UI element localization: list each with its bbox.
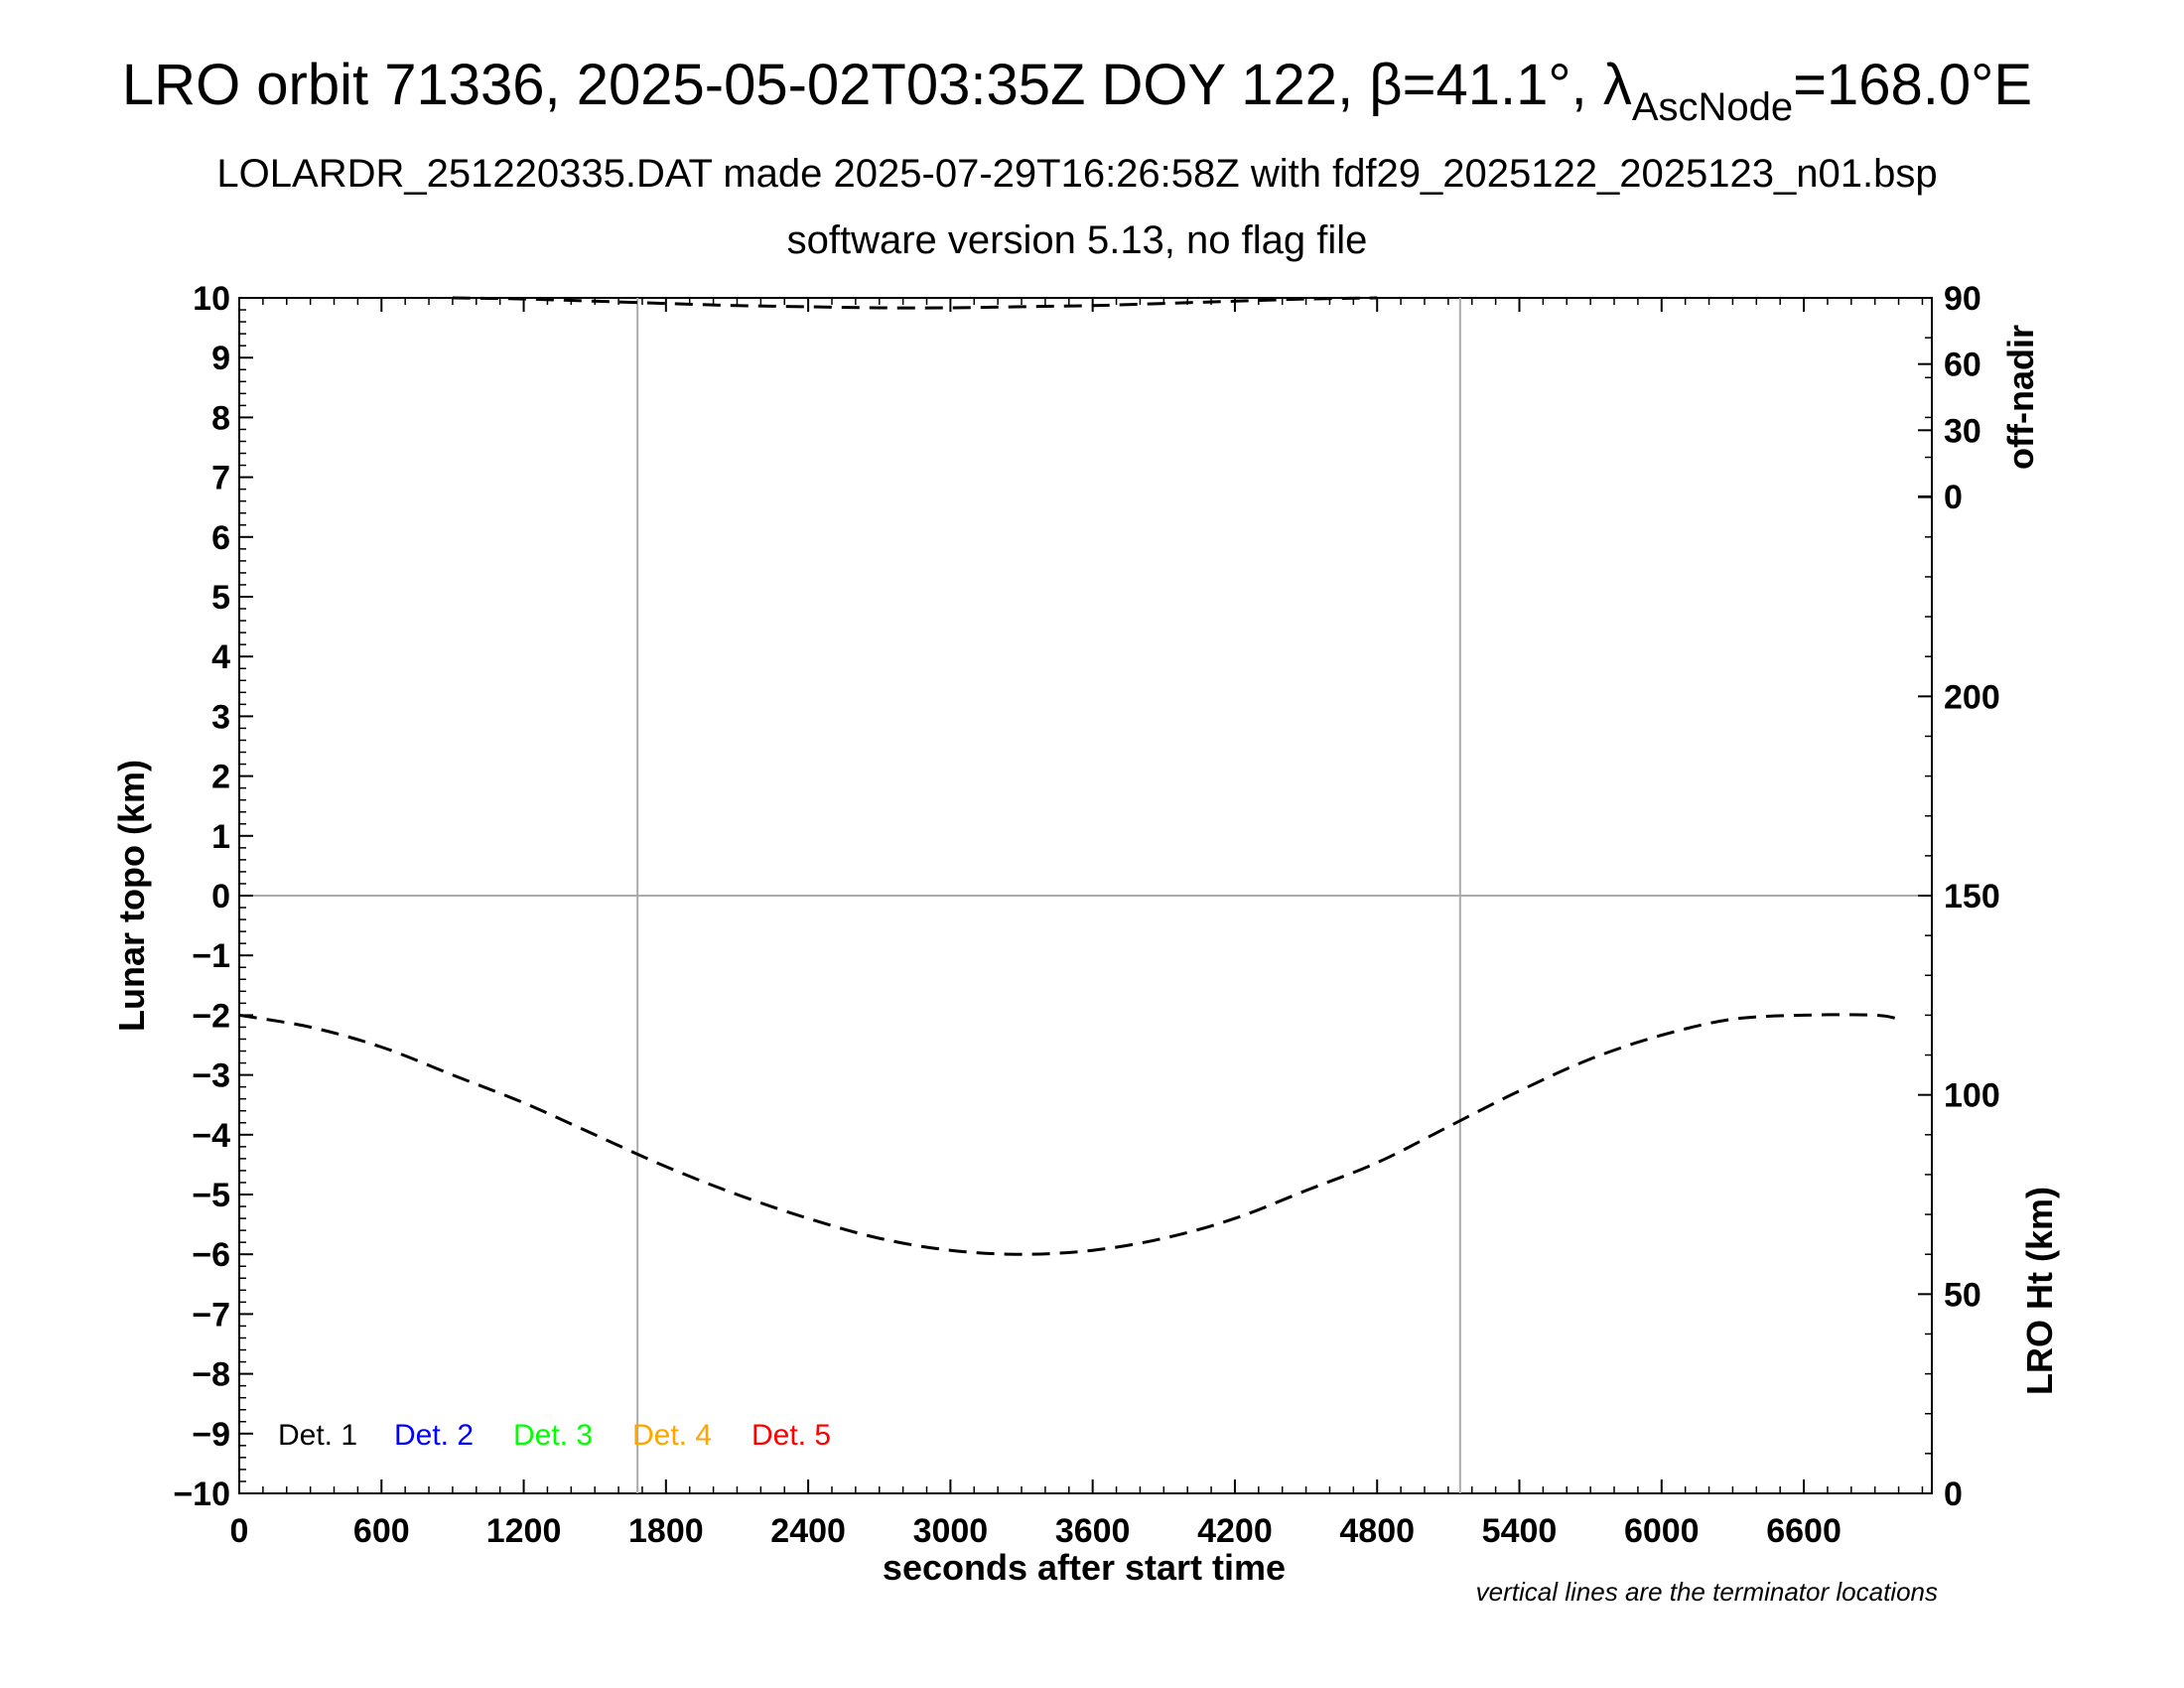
height-tick-label: 150 — [1944, 878, 2000, 915]
y-tick-label: −7 — [192, 1296, 230, 1334]
right-axis-tick-labels: 90 60 30 0 200 150 100 50 0 — [1944, 280, 2000, 1513]
x-tick-label: 600 — [353, 1512, 410, 1550]
x-tick-label: 0 — [230, 1512, 249, 1550]
y-tick-label: 7 — [211, 460, 230, 497]
x-axis-label: seconds after start time — [883, 1547, 1286, 1588]
lro-height-axis-label: LRO Ht (km) — [2019, 1187, 2060, 1395]
legend-det-3: Det. 3 — [513, 1419, 593, 1452]
chart-subtitle-file: LOLARDR_251220335.DAT made 2025-07-29T16… — [216, 152, 1937, 196]
x-tick-label: 4800 — [1339, 1512, 1415, 1550]
y-tick-label: 6 — [211, 519, 230, 557]
legend-det-4: Det. 4 — [632, 1419, 712, 1452]
y-tick-label: −6 — [192, 1236, 230, 1274]
chart-title-main: LRO orbit 71336, 2025-05-02T03:35Z DOY 1… — [122, 53, 1632, 117]
y-tick-label: 10 — [193, 280, 230, 318]
y-tick-label: 4 — [211, 638, 230, 676]
height-tick-label: 50 — [1944, 1276, 1981, 1314]
y-tick-label: −10 — [173, 1476, 230, 1513]
height-tick-label: 200 — [1944, 678, 2000, 716]
chart-title-subscript: AscNode — [1632, 85, 1793, 129]
chart-title: LRO orbit 71336, 2025-05-02T03:35Z DOY 1… — [122, 53, 2032, 129]
x-tick-label: 3600 — [1055, 1512, 1131, 1550]
y-tick-label: 0 — [211, 878, 230, 915]
y-tick-label: −4 — [192, 1117, 230, 1155]
x-tick-label: 3000 — [913, 1512, 989, 1550]
y-tick-label: −5 — [192, 1177, 230, 1214]
offnadir-axis-label: off-nadir — [2000, 325, 2041, 470]
y-tick-label: 5 — [211, 579, 230, 617]
offnadir-tick-label: 0 — [1944, 479, 1963, 516]
legend-det-2: Det. 2 — [394, 1419, 474, 1452]
height-tick-label: 100 — [1944, 1077, 2000, 1115]
offnadir-series-line — [452, 296, 1378, 310]
y-tick-label: 2 — [211, 759, 230, 796]
series-layer — [238, 296, 1899, 1256]
offnadir-tick-label: 60 — [1944, 347, 1981, 384]
y-tick-label: −8 — [192, 1356, 230, 1394]
offnadir-tick-label: 30 — [1944, 412, 1981, 450]
y-tick-label: 8 — [211, 399, 230, 437]
x-tick-label: 2400 — [770, 1512, 846, 1550]
y-axis-label: Lunar topo (km) — [111, 760, 152, 1032]
chart-title-tail: =168.0°E — [1793, 53, 2032, 117]
y-tick-label: −9 — [192, 1416, 230, 1454]
terminator-note: vertical lines are the terminator locati… — [1476, 1577, 1938, 1607]
x-tick-label: 1800 — [628, 1512, 704, 1550]
x-tick-label: 6600 — [1766, 1512, 1842, 1550]
y-tick-label: 9 — [211, 340, 230, 377]
y-tick-label: 1 — [211, 818, 230, 856]
x-tick-label: 6000 — [1624, 1512, 1700, 1550]
height-tick-label: 0 — [1944, 1476, 1963, 1513]
grid-layer — [239, 298, 1932, 1493]
y-tick-label: −1 — [192, 937, 230, 975]
legend-det-5: Det. 5 — [751, 1419, 831, 1452]
x-tick-label: 4200 — [1197, 1512, 1273, 1550]
legend: Det. 1 Det. 2 Det. 3 Det. 4 Det. 5 — [278, 1419, 831, 1452]
lro-height-series-line — [238, 1013, 1899, 1256]
y-tick-label: −2 — [192, 997, 230, 1035]
x-tick-label: 1200 — [486, 1512, 562, 1550]
y-tick-label: 3 — [211, 698, 230, 736]
chart-subtitle-version: software version 5.13, no flag file — [787, 218, 1368, 262]
x-tick-label: 5400 — [1482, 1512, 1558, 1550]
minor-ticks — [238, 297, 1932, 1494]
legend-det-1: Det. 1 — [278, 1419, 357, 1452]
y-tick-label: −3 — [192, 1057, 230, 1095]
x-tick-labels: 0 600 1200 1800 2400 3000 3600 4200 4800 5400 6000… — [230, 1512, 1842, 1550]
offnadir-tick-label: 90 — [1944, 280, 1981, 318]
